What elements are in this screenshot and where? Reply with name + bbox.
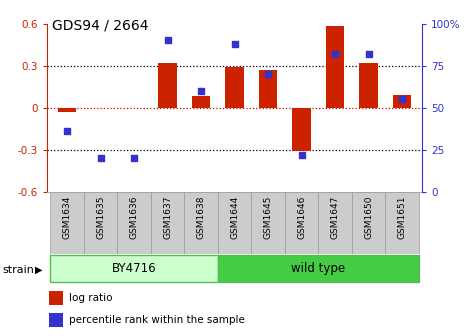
Bar (326, 26, 344, 108)
Text: GSM1634: GSM1634 (62, 196, 71, 239)
Text: wild type: wild type (291, 262, 345, 275)
Bar (225, 67, 244, 108)
Point (298, 152, 305, 157)
Bar (50, 255, 218, 282)
Text: GSM1650: GSM1650 (364, 196, 373, 239)
Bar (218, 192, 251, 254)
Text: GSM1638: GSM1638 (197, 196, 205, 239)
Text: GSM1644: GSM1644 (230, 196, 239, 239)
Bar (184, 192, 218, 254)
Bar (259, 70, 277, 108)
Text: ▶: ▶ (35, 265, 43, 275)
Text: GSM1651: GSM1651 (398, 196, 407, 239)
Bar (151, 192, 184, 254)
Bar (218, 255, 419, 282)
Bar (285, 192, 318, 254)
Text: GSM1636: GSM1636 (129, 196, 138, 239)
Bar (192, 96, 210, 108)
Bar (158, 63, 177, 108)
Text: strain: strain (2, 265, 34, 275)
Bar (251, 192, 285, 254)
Bar (49, 291, 63, 305)
Bar (318, 192, 352, 254)
Bar (359, 63, 378, 108)
Point (130, 155, 138, 161)
Bar (393, 95, 411, 108)
Point (63, 128, 71, 134)
Bar (49, 312, 63, 327)
Text: percentile rank within the sample: percentile rank within the sample (68, 314, 244, 325)
Bar (385, 192, 419, 254)
Point (231, 41, 238, 46)
Text: GSM1635: GSM1635 (96, 196, 105, 239)
Text: BY4716: BY4716 (112, 262, 156, 275)
Bar (292, 108, 310, 151)
Bar (50, 192, 84, 254)
Text: GSM1645: GSM1645 (264, 196, 272, 239)
Point (398, 96, 406, 102)
Text: log ratio: log ratio (68, 293, 112, 303)
Bar (352, 192, 385, 254)
Bar (58, 108, 76, 112)
Bar (117, 192, 151, 254)
Point (97, 155, 104, 161)
Bar (84, 192, 117, 254)
Text: GSM1646: GSM1646 (297, 196, 306, 239)
Point (331, 51, 339, 56)
Point (264, 71, 272, 77)
Text: GDS94 / 2664: GDS94 / 2664 (52, 18, 148, 33)
Text: GSM1647: GSM1647 (331, 196, 340, 239)
Text: GSM1637: GSM1637 (163, 196, 172, 239)
Point (164, 38, 171, 43)
Point (197, 88, 205, 93)
Point (365, 51, 372, 56)
